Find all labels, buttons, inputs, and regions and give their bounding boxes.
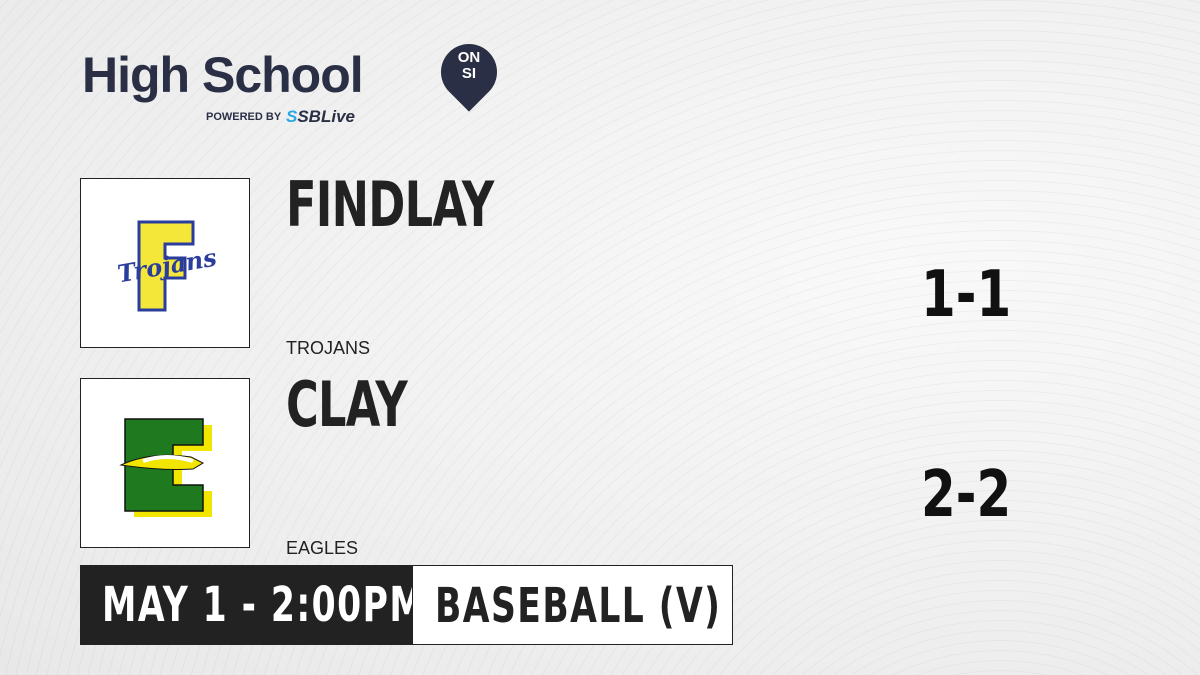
sblive-logo: SSBLive	[286, 107, 355, 126]
game-datetime: MAY 1 - 2:00PM	[80, 565, 424, 645]
findlay-logo: Trojans	[80, 178, 250, 348]
powered-by-label: POWERED BY	[206, 111, 282, 123]
clay-logo	[80, 378, 250, 548]
away-team-name: CLAY	[286, 368, 408, 441]
home-team-mascot: TROJANS	[286, 338, 371, 358]
brand-badge: ON SI	[457, 49, 481, 82]
home-team-name: FINDLAY	[286, 168, 494, 241]
away-team-record: 2-2	[921, 458, 1012, 532]
game-sport: BASEBALL (V)	[412, 565, 733, 645]
brand-title: High School	[82, 47, 364, 103]
home-team-record: 1-1	[921, 258, 1012, 332]
away-team-mascot: EAGLES	[286, 538, 359, 558]
